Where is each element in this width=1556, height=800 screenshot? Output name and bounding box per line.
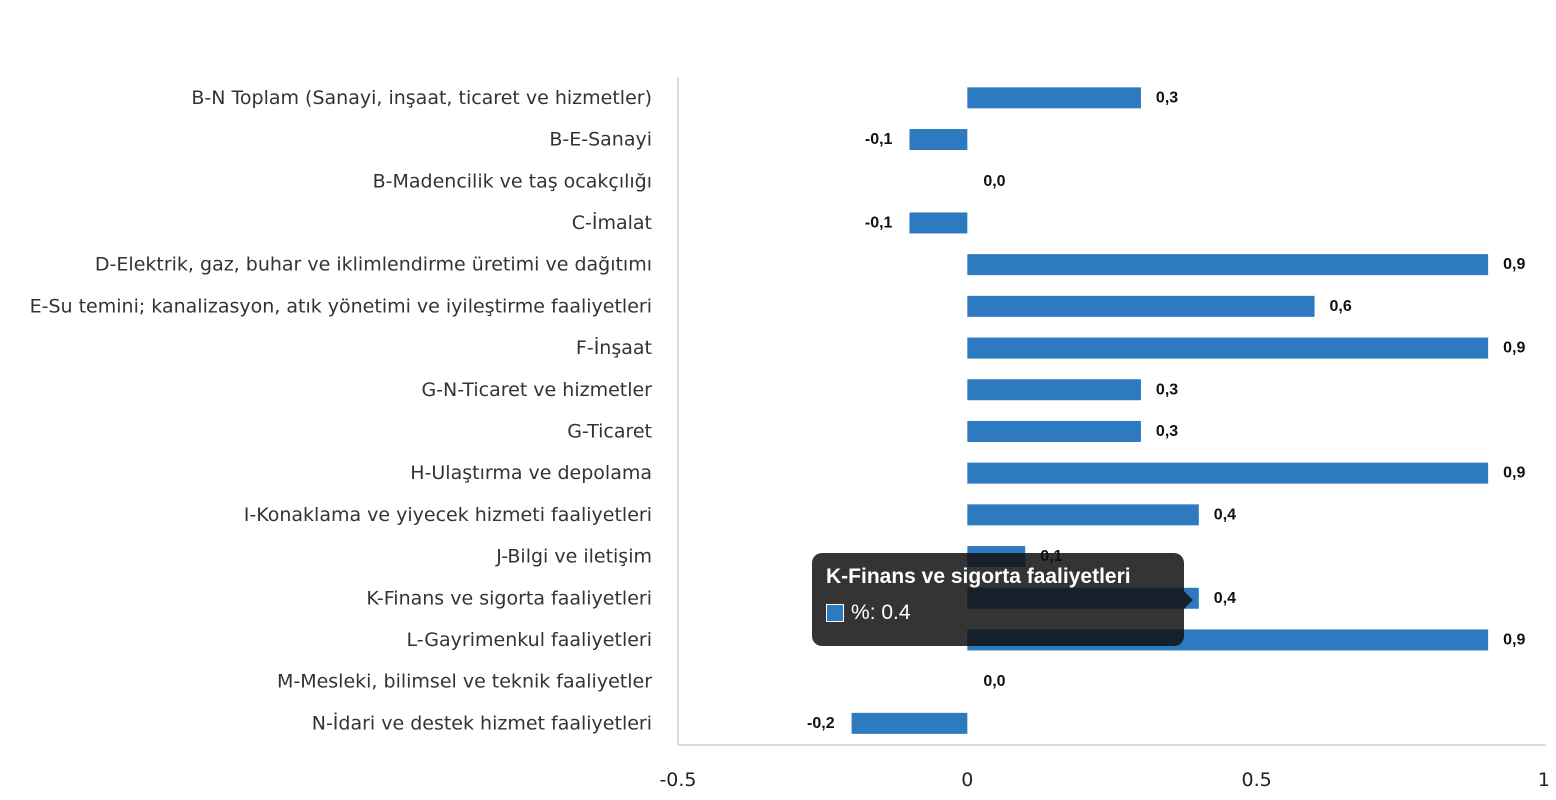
bar[interactable] — [967, 379, 1141, 401]
bar[interactable] — [967, 295, 1315, 317]
category-label: H-Ulaştırma ve depolama — [410, 462, 652, 484]
bar[interactable] — [967, 462, 1489, 484]
tooltip-series-swatch — [826, 604, 844, 622]
data-label: 0,9 — [1503, 340, 1525, 357]
chart-tooltip: K-Finans ve sigorta faaliyetleri %: 0.4 — [812, 553, 1193, 646]
category-label: B-Madencilik ve taş ocakçılığı — [373, 170, 652, 192]
category-label: D-Elektrik, gaz, buhar ve iklimlendirme … — [95, 254, 652, 276]
x-tick-label: 1 — [1538, 769, 1550, 791]
category-label: J-Bilgi ve iletişim — [495, 546, 652, 568]
tooltip-row: %: 0.4 — [826, 601, 1170, 625]
bar[interactable] — [967, 87, 1141, 109]
data-label: 0,0 — [983, 673, 1005, 690]
bar[interactable] — [851, 712, 968, 734]
category-label: E-Su temini; kanalizasyon, atık yönetimi… — [30, 295, 652, 317]
data-label: 0,3 — [1156, 423, 1178, 440]
bar[interactable] — [909, 212, 968, 234]
data-label: 0,0 — [983, 173, 1005, 190]
category-label: B-N Toplam (Sanayi, inşaat, ticaret ve h… — [191, 87, 652, 109]
data-label: 0,3 — [1156, 89, 1178, 106]
category-label: F-İnşaat — [576, 336, 652, 359]
data-label: 0,9 — [1503, 256, 1525, 273]
data-label: 0,9 — [1503, 631, 1525, 648]
tooltip-caret — [1184, 591, 1193, 609]
data-label: 0,4 — [1214, 590, 1236, 607]
tooltip-value: : 0.4 — [869, 601, 911, 624]
category-label: B-E-Sanayi — [549, 129, 652, 151]
data-label: 0,9 — [1503, 465, 1525, 482]
data-label: -0,2 — [807, 715, 835, 732]
category-label: N-İdari ve destek hizmet faaliyetleri — [312, 711, 652, 734]
category-label: L-Gayrimenkul faaliyetleri — [407, 629, 653, 651]
category-label: I-Konaklama ve yiyecek hizmeti faaliyetl… — [244, 504, 652, 526]
x-tick-label: 0.5 — [1242, 769, 1272, 791]
x-tick-labels: -0.5 0 0.5 1 — [659, 769, 1550, 791]
data-label: 0,3 — [1156, 381, 1178, 398]
bar[interactable] — [967, 337, 1489, 359]
category-label: G-N-Ticaret ve hizmetler — [421, 379, 652, 401]
data-label: 0,6 — [1330, 298, 1352, 315]
chart-axes — [677, 77, 1546, 746]
bar[interactable] — [967, 504, 1199, 526]
data-label: -0,1 — [865, 214, 893, 231]
tooltip-title: K-Finans ve sigorta faaliyetleri — [826, 565, 1131, 588]
category-label: M-Mesleki, bilimsel ve teknik faaliyetle… — [277, 671, 652, 693]
data-label: -0,1 — [865, 131, 893, 148]
x-tick-label: 0 — [961, 769, 973, 791]
tooltip-series-name: % — [851, 601, 870, 624]
category-labels: B-N Toplam (Sanayi, inşaat, ticaret ve h… — [30, 87, 653, 734]
category-label: C-İmalat — [572, 211, 652, 234]
category-label: K-Finans ve sigorta faaliyetleri — [366, 587, 652, 609]
bar[interactable] — [967, 254, 1489, 276]
bar[interactable] — [909, 129, 968, 151]
data-label: 0,4 — [1214, 506, 1236, 523]
category-label: G-Ticaret — [567, 420, 652, 442]
bar[interactable] — [967, 420, 1141, 442]
x-tick-label: -0.5 — [659, 769, 696, 791]
